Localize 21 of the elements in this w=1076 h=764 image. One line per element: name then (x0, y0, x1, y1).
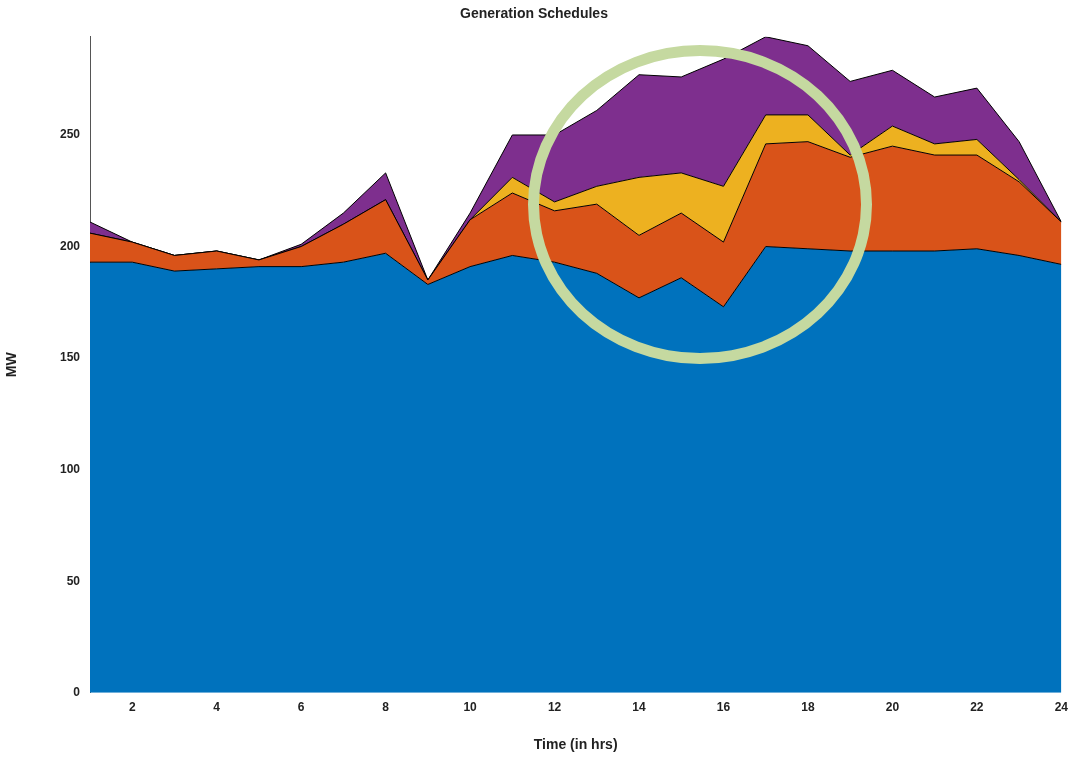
x-tick-label: 4 (213, 700, 221, 715)
x-axis-title: Time (in hrs) (533, 736, 618, 753)
x-tick-label: 10 (463, 700, 478, 715)
chart-title: Generation Schedules (460, 5, 609, 22)
y-tick-label: 200 (59, 238, 81, 253)
x-tick-label: 12 (547, 700, 562, 715)
x-tick-label: 14 (632, 700, 646, 715)
y-tick-label: 150 (59, 350, 81, 365)
y-axis-title: MW (3, 351, 20, 378)
y-tick-label: 250 (59, 127, 81, 142)
x-tick-label: 22 (970, 700, 984, 715)
y-tick-label: 50 (66, 573, 81, 588)
x-tick-label: 24 (1054, 700, 1069, 715)
x-tick-label: 2 (128, 700, 136, 715)
x-tick-label: 16 (716, 700, 731, 715)
x-tick-label: 18 (801, 700, 815, 715)
x-tick-label: 8 (382, 700, 390, 715)
y-tick-label: 100 (59, 461, 81, 476)
x-tick-label: 6 (297, 700, 305, 715)
x-tick-label: 20 (885, 700, 900, 715)
y-tick-label: 0 (73, 685, 81, 700)
